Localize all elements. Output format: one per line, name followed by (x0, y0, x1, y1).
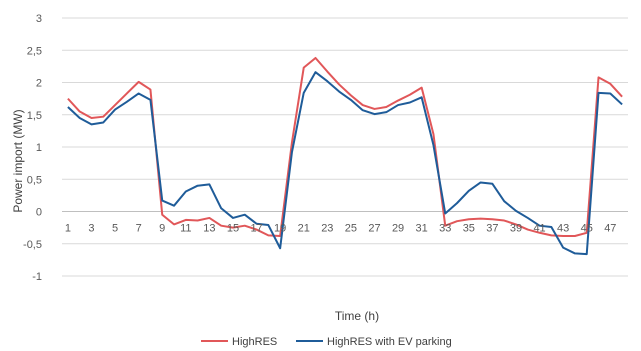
y-tick-label: -0,5 (23, 239, 42, 251)
x-tick-label: 29 (392, 223, 404, 235)
series-lines (67, 56, 623, 256)
series-line-highres (67, 56, 623, 238)
y-tick-label: 2 (36, 78, 42, 90)
x-tick-label: 1 (65, 223, 71, 235)
series-line-highres-ev-parking (67, 71, 623, 256)
y-axis-ticks: -1 -0,5 0 0,5 1 1,5 2 2,5 3 (23, 13, 42, 283)
x-tick-label: 23 (321, 223, 333, 235)
x-tick-label: 7 (136, 223, 142, 235)
y-tick-label: 2,5 (27, 45, 42, 57)
x-tick-label: 33 (439, 223, 451, 235)
x-tick-label: 43 (557, 223, 569, 235)
x-tick-label: 27 (368, 223, 380, 235)
x-tick-label: 39 (510, 223, 522, 235)
y-tick-label: 1 (36, 142, 42, 154)
x-tick-label: 37 (486, 223, 498, 235)
x-tick-label: 13 (203, 223, 215, 235)
legend-item: HighRES (201, 336, 277, 348)
x-tick-label: 17 (250, 223, 262, 235)
legend-label: HighRES with EV parking (327, 336, 452, 348)
y-tick-label: 0,5 (27, 174, 42, 186)
legend-item: HighRES with EV parking (296, 336, 452, 348)
x-tick-label: 5 (112, 223, 118, 235)
x-tick-label: 25 (345, 223, 357, 235)
y-axis-title: Power import (MW) (11, 109, 25, 212)
x-tick-label: 15 (227, 223, 239, 235)
y-tick-label: 1,5 (27, 110, 42, 122)
y-tick-label: 3 (36, 13, 42, 25)
gridlines (62, 17, 628, 277)
x-tick-label: 21 (298, 223, 310, 235)
y-tick-label: 0 (36, 207, 42, 219)
x-axis-title: Time (h) (335, 309, 379, 323)
x-axis-ticks: 1 3 5 7 9 11 13 15 17 19 21 23 25 27 29 31 33 35 37 39 41 43 4… (65, 223, 617, 235)
legend-label: HighRES (232, 336, 277, 348)
x-tick-label: 47 (604, 223, 616, 235)
legend: HighRES HighRES with EV parking (201, 336, 452, 348)
x-tick-label: 9 (159, 223, 165, 235)
x-tick-label: 3 (88, 223, 94, 235)
y-tick-label: -1 (32, 271, 42, 283)
x-tick-label: 31 (416, 223, 428, 235)
x-tick-label: 11 (180, 223, 191, 235)
x-tick-label: 35 (463, 223, 475, 235)
x-tick-label: 45 (581, 223, 593, 235)
x-tick-label: 19 (274, 223, 286, 235)
x-tick-label: 41 (533, 223, 545, 235)
